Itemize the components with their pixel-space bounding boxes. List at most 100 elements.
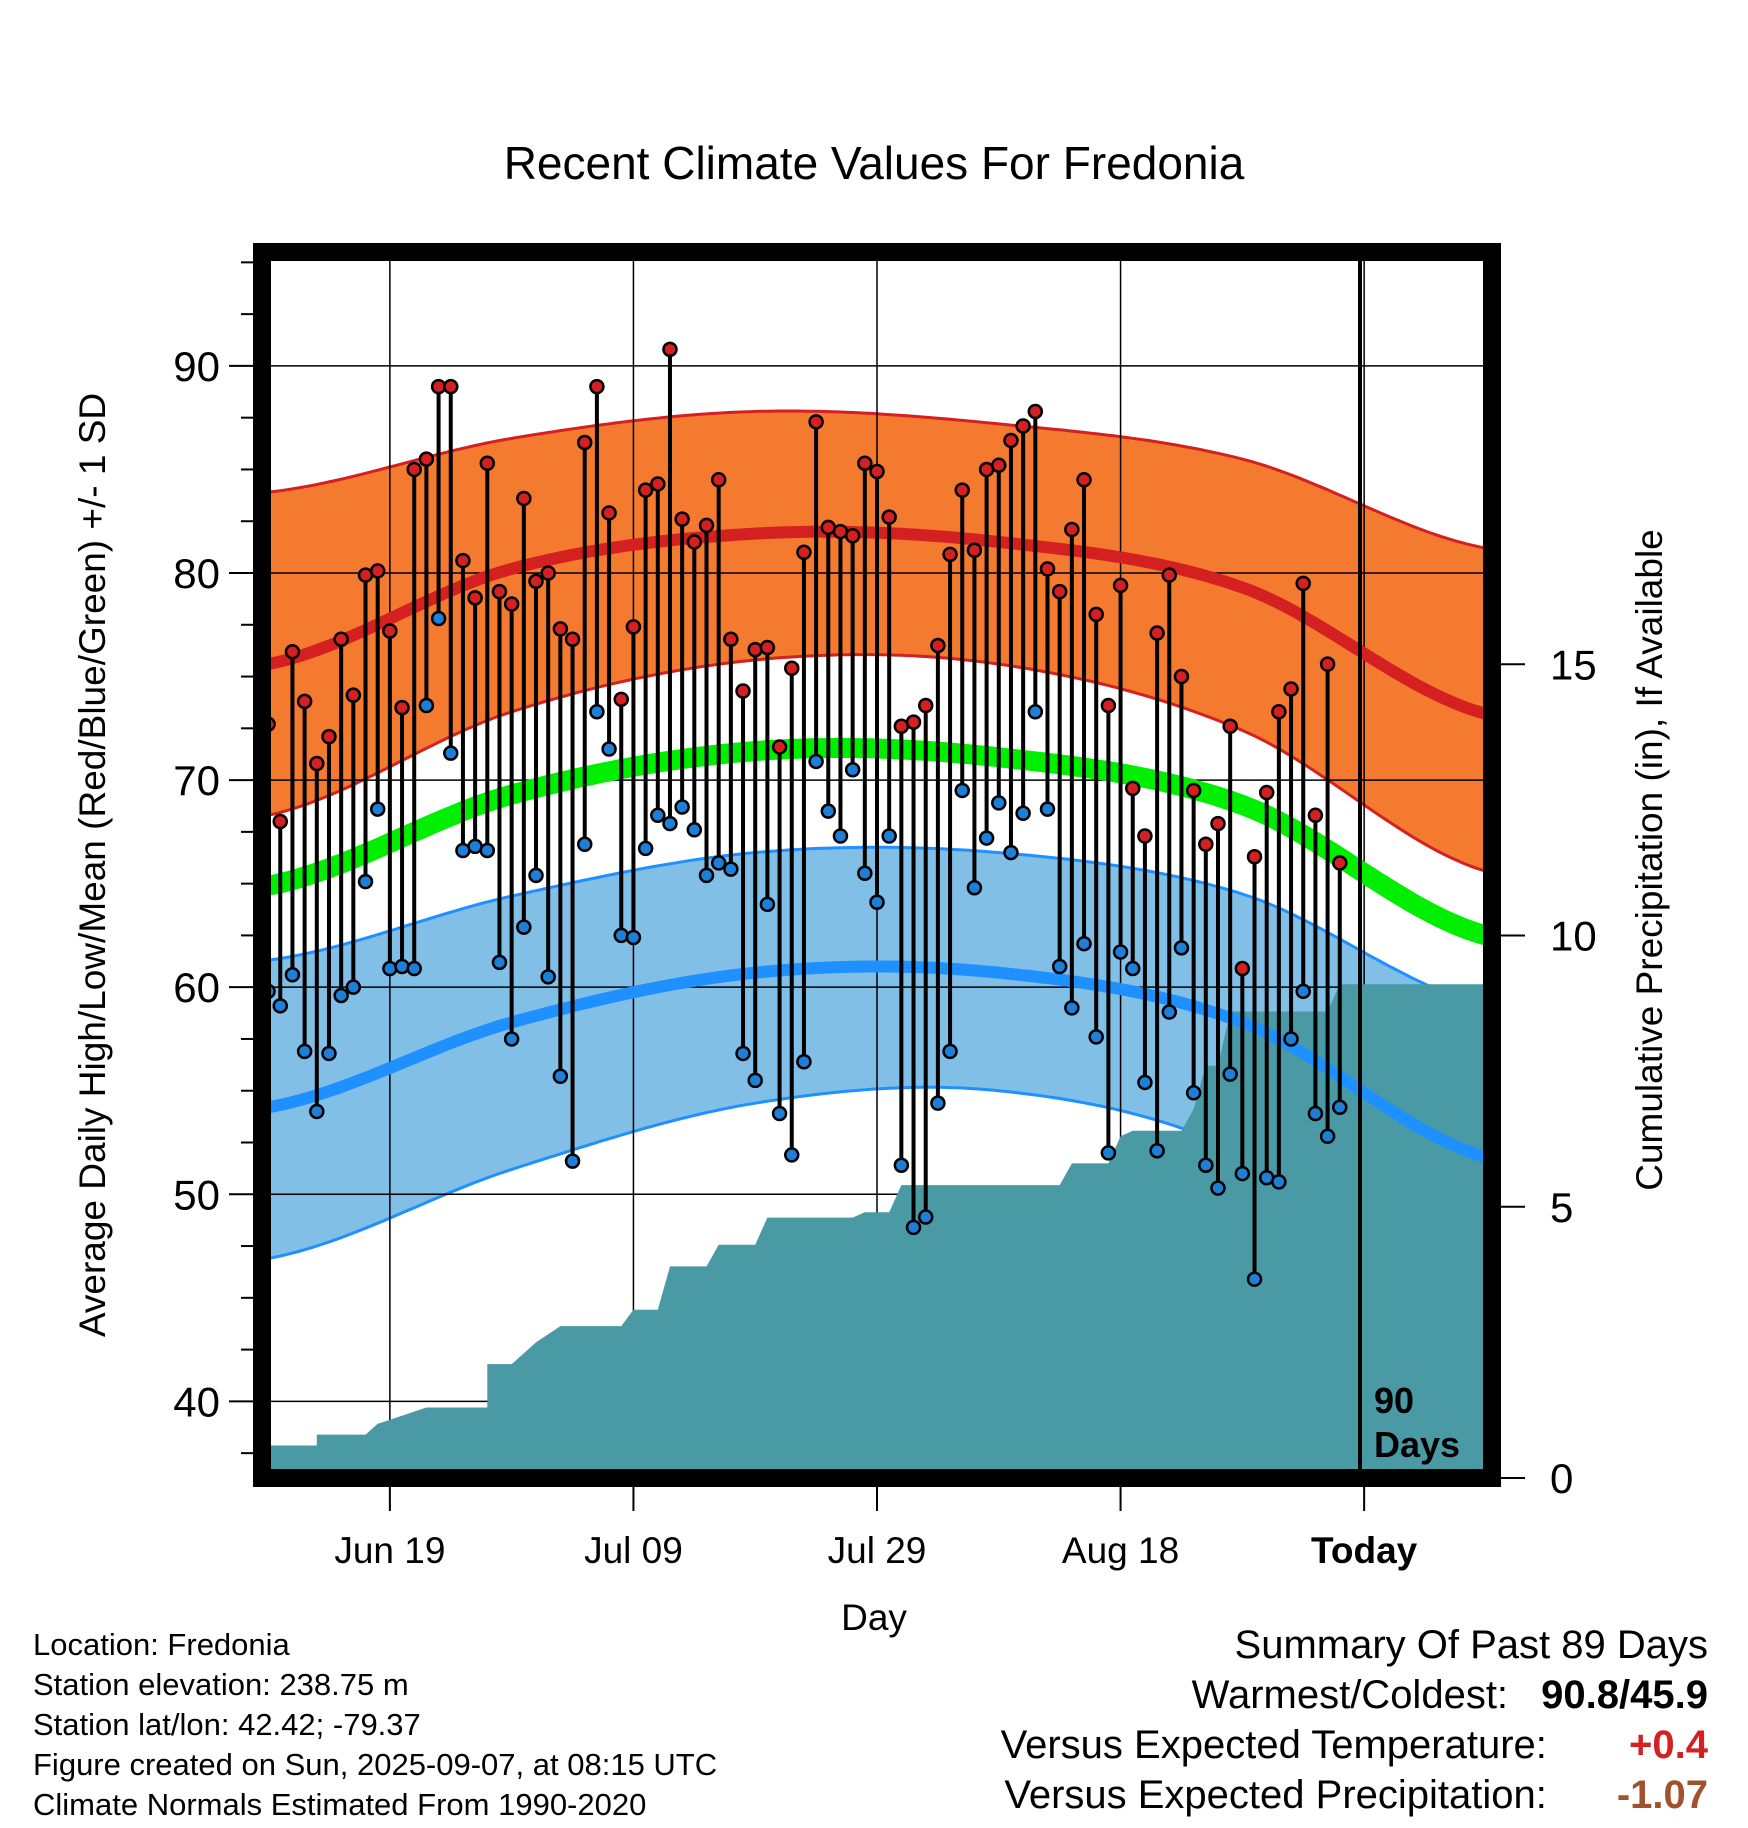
daily-low-point <box>1137 1074 1153 1091</box>
daily-low-point <box>625 929 642 946</box>
temp-anomaly-label: Versus Expected Temperature: <box>1000 1723 1547 1767</box>
daily-low-point <box>479 842 496 859</box>
daily-high-point <box>479 455 496 471</box>
daily-high-point <box>1319 656 1336 672</box>
y-right-label: Cumulative Precipitation (in), If Availa… <box>1629 529 1670 1191</box>
precip-anomaly-label: Versus Expected Precipitation: <box>1004 1773 1547 1817</box>
daily-low-point <box>1222 1066 1238 1082</box>
y-left-tick-label: 70 <box>173 757 220 804</box>
daily-low-point <box>637 840 654 857</box>
daily-low-point <box>1003 844 1019 861</box>
daily-low-point <box>784 1147 800 1163</box>
daily-low-point <box>406 960 422 977</box>
daily-low-point <box>601 741 617 757</box>
daily-low-point <box>735 1045 751 1062</box>
daily-high-point <box>467 590 483 606</box>
daily-low-point <box>382 960 398 977</box>
daily-low-point <box>394 958 410 975</box>
daily-low-point <box>966 880 983 896</box>
daily-low-point <box>284 967 301 983</box>
daily-low-point <box>1271 1174 1287 1190</box>
daily-high-point <box>455 552 471 569</box>
x-tick-label: Jul 29 <box>828 1530 927 1571</box>
daily-high-point <box>686 534 703 550</box>
daily-low-point <box>771 1105 788 1122</box>
x-tick-label: Jul 09 <box>584 1530 683 1571</box>
daily-high-point <box>747 641 763 658</box>
daily-low-point <box>589 704 605 720</box>
precip-area-group <box>268 984 1486 1478</box>
left-axis: 40 50 60 70 80 90 <box>173 261 253 1455</box>
daily-high-point <box>1173 668 1190 685</box>
daily-high-point <box>966 542 983 558</box>
y-left-tick-label: 80 <box>173 550 220 597</box>
daily-low-point <box>1051 958 1068 975</box>
y-left-tick-label: 50 <box>173 1171 220 1218</box>
daily-low-point <box>296 1043 313 1060</box>
daily-low-point <box>796 1053 812 1070</box>
daily-low-point <box>552 1068 569 1084</box>
daily-high-point <box>710 472 727 488</box>
daily-low-point <box>1283 1031 1299 1047</box>
daily-low-point <box>564 1153 581 1169</box>
daily-low-point <box>1100 1145 1117 1161</box>
daily-low-point <box>942 1043 958 1060</box>
precip-anomaly-value: -1.07 <box>1616 1773 1708 1817</box>
daily-low-point <box>1112 944 1129 960</box>
daily-high-point <box>491 583 508 600</box>
today-label-days: Days <box>1374 1424 1460 1465</box>
today-label-90: 90 <box>1374 1380 1414 1421</box>
daily-high-point <box>735 683 751 699</box>
daily-high-point <box>1039 561 1056 577</box>
daily-high-point <box>1210 815 1226 832</box>
daily-high-point <box>881 509 897 525</box>
daily-low-point <box>1295 983 1311 1000</box>
daily-high-point <box>917 697 934 714</box>
daily-high-point <box>1137 828 1153 844</box>
daily-high-point <box>589 378 605 395</box>
y-right-tick-label: 0 <box>1550 1455 1573 1502</box>
daily-high-point <box>1124 780 1141 797</box>
precip-anomaly-row: Versus Expected Precipitation: -1.07 <box>1001 1770 1708 1820</box>
warm-cold-label: Warmest/Coldest: <box>1191 1673 1509 1717</box>
y-right-tick-label: 15 <box>1550 641 1597 688</box>
daily-high-point <box>1295 575 1311 592</box>
daily-low-point <box>272 998 289 1014</box>
daily-high-point <box>382 623 398 639</box>
daily-high-point <box>1003 432 1019 449</box>
daily-high-point <box>1185 782 1202 799</box>
daily-low-point <box>650 807 666 824</box>
daily-high-point <box>650 476 666 492</box>
daily-low-point <box>905 1219 922 1236</box>
daily-high-point <box>613 691 630 708</box>
daily-low-point <box>869 894 885 911</box>
daily-high-point <box>528 573 544 590</box>
daily-low-point <box>832 828 849 844</box>
daily-high-point <box>272 813 289 830</box>
daily-high-point <box>1088 606 1104 623</box>
daily-low-point <box>747 1072 763 1089</box>
daily-low-point <box>1319 1128 1336 1145</box>
daily-low-point <box>893 1157 910 1174</box>
daily-high-point <box>540 565 556 581</box>
daily-low-point <box>698 867 715 884</box>
daily-high-point <box>905 714 922 730</box>
y-left-label: Average Daily High/Low/Mean (Red/Blue/Gr… <box>72 393 113 1337</box>
daily-high-point <box>321 728 337 745</box>
y-left-tick-label: 90 <box>173 343 220 390</box>
temp-anomaly-row: Versus Expected Temperature: +0.4 <box>1001 1720 1708 1770</box>
daily-low-point <box>686 822 703 838</box>
daily-low-point <box>1198 1157 1214 1174</box>
daily-high-point <box>637 482 654 498</box>
daily-high-point <box>954 482 970 498</box>
daily-high-point <box>284 643 301 660</box>
daily-low-point <box>808 753 824 770</box>
daily-high-point <box>1222 718 1238 734</box>
daily-high-point <box>576 434 593 451</box>
right-axis: 0 5 10 15 <box>1501 641 1597 1502</box>
daily-low-point <box>1076 935 1092 952</box>
daily-high-point <box>869 463 885 480</box>
location-text: Location: Fredonia <box>33 1627 290 1662</box>
daily-low-point <box>613 927 630 944</box>
daily-high-point <box>942 546 958 563</box>
